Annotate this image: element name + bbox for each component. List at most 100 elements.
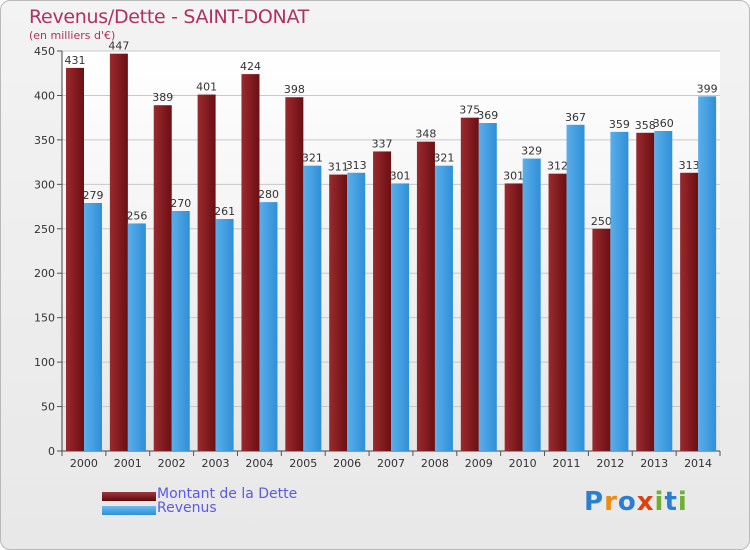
x-tick-label: 2002 — [158, 457, 186, 470]
y-tick-label: 0 — [48, 445, 55, 458]
bar-dette — [636, 132, 655, 451]
data-label-dette: 313 — [679, 159, 700, 172]
bar-dette — [548, 173, 567, 451]
y-tick-label: 100 — [34, 356, 55, 369]
x-tick-label: 2006 — [333, 457, 361, 470]
data-label-revenus: 360 — [653, 117, 674, 130]
data-label-revenus: 261 — [214, 205, 235, 218]
x-tick-label: 2014 — [684, 457, 712, 470]
x-tick-label: 2010 — [509, 457, 537, 470]
x-tick-label: 2007 — [377, 457, 405, 470]
logo-letter: t — [664, 487, 678, 517]
logo-letter: i — [677, 487, 688, 517]
data-label-revenus: 301 — [390, 169, 411, 182]
legend-swatch-dette — [102, 492, 156, 501]
bar-dette — [285, 97, 304, 451]
x-tick-label: 2004 — [245, 457, 273, 470]
y-tick-label: 350 — [34, 134, 55, 147]
bar-dette — [66, 67, 84, 451]
y-tick-label: 450 — [34, 45, 55, 58]
data-label-revenus: 280 — [258, 188, 279, 201]
data-label-dette: 424 — [240, 60, 261, 73]
bar-dette — [373, 151, 392, 451]
data-label-dette: 250 — [591, 215, 612, 228]
data-label-dette: 389 — [152, 91, 173, 104]
logo-letter: r — [604, 487, 618, 517]
x-tick-label: 2013 — [640, 457, 668, 470]
bar-revenus — [127, 223, 146, 451]
bar-revenus — [303, 165, 322, 451]
data-label-revenus: 367 — [565, 111, 586, 124]
data-label-revenus: 313 — [346, 159, 367, 172]
bar-dette — [153, 105, 172, 451]
logo-letter: i — [654, 487, 665, 517]
x-tick-label: 2000 — [70, 457, 98, 470]
data-label-revenus: 329 — [521, 145, 542, 158]
bar-dette — [460, 117, 479, 452]
bar-dette — [241, 74, 260, 451]
y-tick-label: 150 — [34, 312, 55, 325]
data-label-dette: 301 — [503, 169, 524, 182]
bar-dette — [680, 172, 699, 451]
data-label-dette: 312 — [547, 160, 568, 173]
x-tick-label: 2012 — [596, 457, 624, 470]
x-tick-label: 2003 — [202, 457, 230, 470]
bar-dette — [504, 183, 523, 451]
data-label-revenus: 270 — [170, 197, 191, 210]
chart-title: Revenus/Dette - SAINT-DONAT — [29, 6, 309, 28]
bar-revenus — [215, 219, 234, 451]
bar-revenus — [566, 124, 585, 452]
chart-subtitle: (en milliers d'€) — [29, 29, 116, 42]
data-label-dette: 398 — [284, 83, 305, 96]
bar-dette — [109, 53, 128, 452]
logo-letter: o — [617, 487, 637, 517]
y-tick-label: 250 — [34, 223, 55, 236]
bar-revenus — [347, 172, 366, 451]
data-label-revenus: 321 — [433, 152, 454, 165]
data-label-revenus: 321 — [302, 152, 323, 165]
bar-revenus — [698, 96, 717, 451]
bar-dette — [416, 141, 435, 451]
y-tick-label: 300 — [34, 178, 55, 191]
bar-revenus — [610, 131, 629, 451]
data-label-revenus: 369 — [477, 109, 498, 122]
bar-revenus — [84, 203, 102, 451]
y-tick-label: 50 — [41, 401, 55, 414]
x-tick-label: 2005 — [289, 457, 317, 470]
legend-label-dette: Montant de la Dette — [157, 486, 298, 502]
bar-revenus — [478, 123, 497, 451]
x-tick-label: 2008 — [421, 457, 449, 470]
legend-swatch-revenus — [102, 506, 156, 515]
data-label-dette: 358 — [635, 119, 656, 132]
bar-revenus — [391, 183, 410, 451]
data-label-dette: 401 — [196, 81, 217, 94]
x-tick-label: 2009 — [465, 457, 493, 470]
data-label-dette: 348 — [415, 128, 436, 141]
data-label-dette: 431 — [65, 54, 86, 67]
data-label-dette: 447 — [108, 40, 129, 53]
data-label-dette: 311 — [328, 161, 349, 174]
logo-letter: x — [636, 487, 655, 517]
x-tick-label: 2011 — [552, 457, 580, 470]
logo-letter: P — [584, 487, 605, 517]
bar-dette — [592, 228, 611, 451]
proxiti-logo: Proxiti — [584, 487, 688, 517]
data-label-revenus: 279 — [83, 189, 104, 202]
bar-dette — [329, 174, 348, 452]
bar-revenus — [522, 158, 541, 452]
data-label-dette: 337 — [372, 137, 393, 150]
y-tick-label: 400 — [34, 89, 55, 102]
bar-dette — [197, 94, 216, 452]
bar-revenus — [654, 131, 673, 451]
data-label-revenus: 359 — [609, 118, 630, 131]
data-label-dette: 375 — [459, 104, 480, 117]
legend-label-revenus: Revenus — [157, 500, 217, 516]
data-label-revenus: 399 — [697, 82, 718, 95]
y-tick-label: 200 — [34, 267, 55, 280]
bar-revenus — [259, 202, 278, 451]
bar-revenus — [434, 165, 453, 451]
bar-revenus — [171, 211, 190, 451]
x-tick-label: 2001 — [114, 457, 142, 470]
